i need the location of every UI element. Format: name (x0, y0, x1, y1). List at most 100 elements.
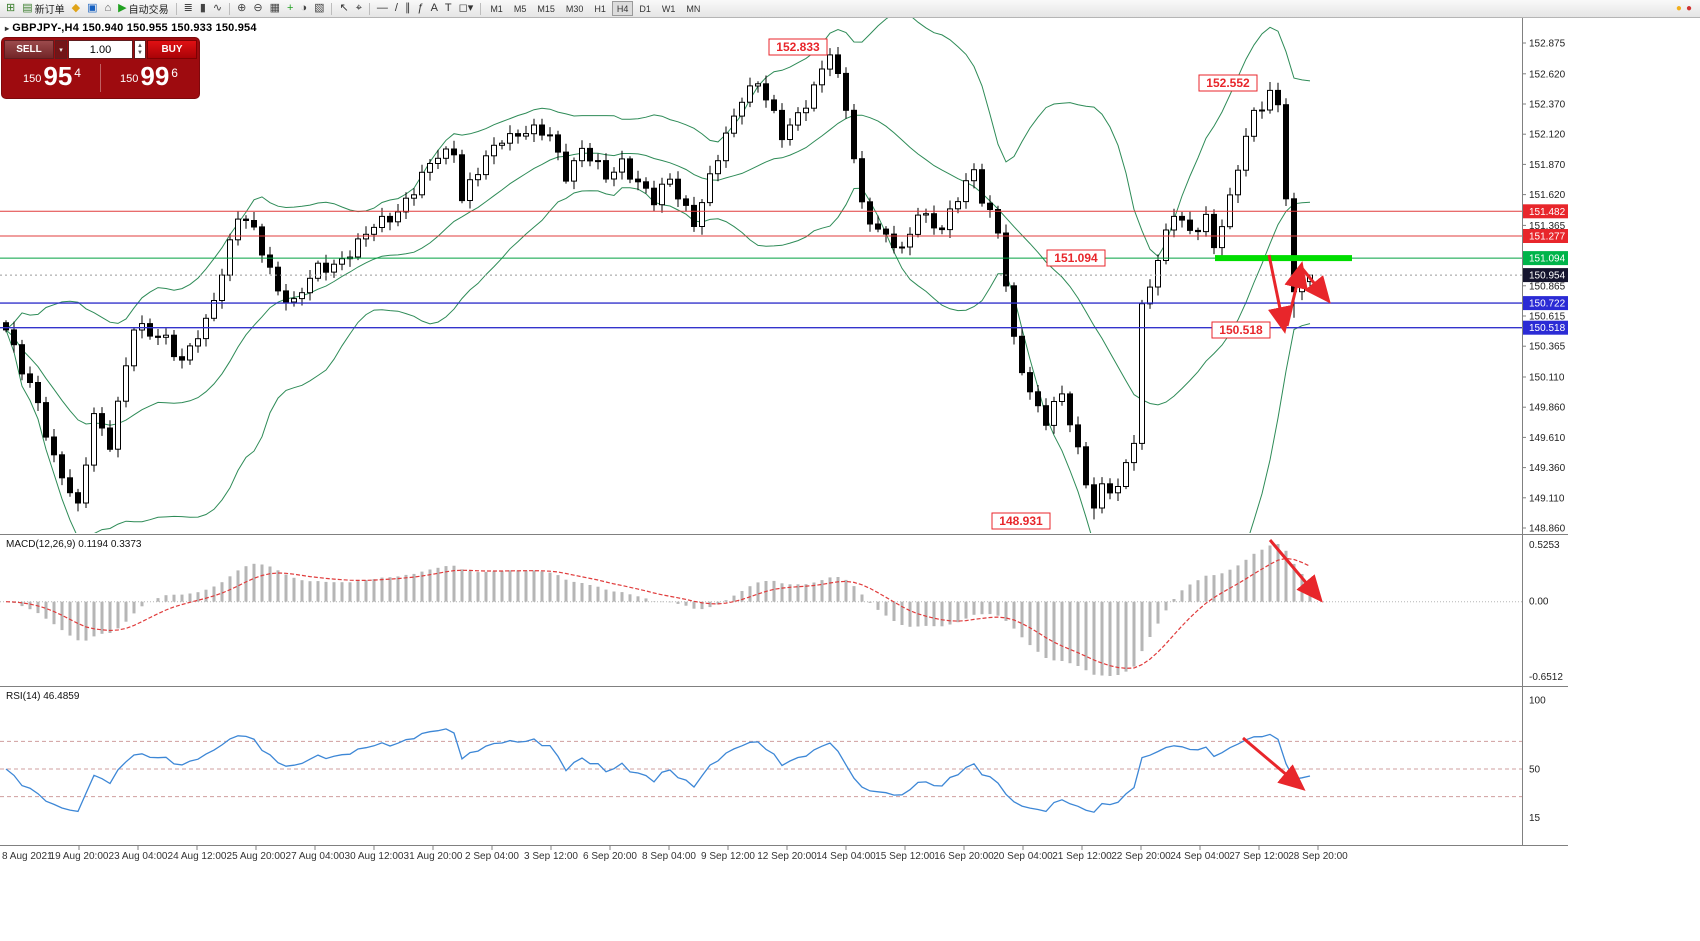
timeframe-m30-button[interactable]: M30 (561, 1, 589, 16)
callout-text: 150.518 (1219, 323, 1263, 337)
candle (1267, 89, 1273, 111)
time-label: 28 Sep 20:00 (1288, 851, 1348, 862)
label-tool-button[interactable]: A (428, 1, 441, 17)
label-tool-icon: A (430, 2, 438, 14)
timeframe-h4-button[interactable]: H4 (611, 1, 634, 16)
candle (115, 400, 121, 450)
sell-button[interactable]: SELL (4, 40, 54, 59)
callout-box[interactable] (991, 512, 1051, 530)
new-chart-button[interactable]: ⊞ (3, 1, 18, 17)
new-order-button[interactable]: ▤ 新订单 (19, 1, 67, 17)
fibonacci-tool-icon: ƒ (417, 2, 424, 14)
tile-windows-button[interactable]: ▦ (267, 1, 283, 17)
autotrade-label: 自动交易 (128, 5, 169, 16)
periods-button[interactable]: ◑ (297, 1, 310, 17)
cursor-tool-button[interactable]: ↖ (336, 1, 351, 17)
candle (515, 133, 521, 137)
trend-arrow[interactable] (1267, 254, 1292, 334)
volume-input[interactable] (68, 40, 133, 59)
volume-spinner[interactable]: ▲ ▼ (134, 40, 146, 59)
candle (1219, 226, 1225, 249)
shapes-tool-icon: ◻▾ (458, 2, 474, 14)
price-tick-label: 152.620 (1529, 69, 1566, 80)
crosshair-tool-button[interactable]: ⌖ (353, 1, 365, 17)
candle (691, 204, 697, 227)
volume-dropdown-icon[interactable]: ▾ (55, 40, 67, 59)
candle (899, 246, 905, 249)
candle (675, 178, 681, 200)
candle (1035, 391, 1041, 407)
callout-box[interactable] (1046, 249, 1106, 267)
candle (227, 239, 233, 276)
trend-arrow[interactable] (1268, 539, 1323, 603)
trend-arrow[interactable] (1242, 736, 1306, 791)
candle (1243, 135, 1249, 171)
price-tick-label: 151.870 (1529, 160, 1566, 171)
trend-arrow[interactable] (1284, 261, 1308, 327)
data-window-button[interactable]: ▣ (84, 1, 100, 17)
rsi-scale-label: 50 (1529, 765, 1541, 776)
navigator-icon: ⌂ (104, 2, 112, 14)
candle (195, 338, 201, 347)
candle (651, 187, 657, 206)
autotrade-button[interactable]: ▶ 自动交易 (115, 1, 171, 17)
candle (283, 290, 289, 303)
text-tool-button[interactable]: T (442, 1, 455, 17)
green-resistance-zone[interactable] (1215, 255, 1352, 262)
spinner-up-icon[interactable]: ▲ (137, 42, 143, 49)
chart-bars-button[interactable]: ≣ (181, 1, 196, 17)
price-tick-label: 152.120 (1529, 130, 1566, 141)
spinner-down-icon[interactable]: ▼ (137, 49, 143, 56)
timeframe-mn-button[interactable]: MN (681, 1, 705, 16)
new-chart-icon: ⊞ (6, 2, 16, 14)
timeframe-m5-button[interactable]: M5 (509, 1, 532, 16)
candle (155, 335, 161, 338)
timeframe-m15-button[interactable]: M15 (532, 1, 560, 16)
templates-button[interactable]: ▧ (311, 1, 327, 17)
bid-big-digits: 95 (43, 60, 73, 91)
bid-prefix: 150 (23, 73, 42, 86)
candle (1091, 484, 1097, 509)
community-status-icon[interactable]: ● (1675, 2, 1682, 14)
trend-arrow[interactable] (1299, 266, 1331, 304)
macd-scale-label: 0.5253 (1529, 540, 1560, 551)
callout-box[interactable] (1198, 74, 1258, 92)
new-order-icon: ▤ (22, 2, 33, 14)
chart-line-button[interactable]: ∿ (210, 1, 225, 17)
chart-candles-button[interactable]: ▮ (197, 1, 209, 17)
zoom-out-button[interactable]: ⊖ (250, 1, 265, 17)
channel-tool-button[interactable]: ∥ (402, 1, 414, 17)
chart-window[interactable]: 152.833 152.552 151.094 150.518 148.931 152.8… (0, 18, 1568, 888)
timeframe-d1-button[interactable]: D1 (634, 1, 656, 16)
time-label: 6 Sep 20:00 (583, 851, 637, 862)
market-watch-button[interactable]: ◆ (69, 1, 83, 17)
callout-box[interactable] (768, 38, 828, 56)
horizontal-line-tool-button[interactable]: — (374, 1, 391, 17)
trend-arrows[interactable] (1242, 254, 1331, 791)
shapes-tool-button[interactable]: ◻▾ (456, 1, 477, 17)
connection-status-icon[interactable]: ● (1685, 2, 1692, 14)
candle (1099, 483, 1105, 509)
candle (243, 218, 249, 222)
zoom-in-button[interactable]: ⊕ (234, 1, 249, 17)
fibonacci-tool-button[interactable]: ƒ (414, 1, 426, 17)
candle (43, 402, 49, 438)
candle (1059, 393, 1065, 402)
timeframe-w1-button[interactable]: W1 (657, 1, 681, 16)
bid-price[interactable]: 150 95 4 (4, 60, 100, 91)
candle (331, 263, 337, 273)
timeframe-h1-button[interactable]: H1 (589, 1, 611, 16)
price-chart[interactable]: 152.833152.552151.094150.518148.931152.8… (0, 18, 1568, 865)
buy-button[interactable]: BUY (147, 40, 197, 59)
trendline-tool-button[interactable]: / (392, 1, 401, 17)
macd-panel (0, 544, 1522, 676)
timeframe-m1-button[interactable]: M1 (485, 1, 508, 16)
navigator-button[interactable]: ⌂ (102, 1, 115, 17)
candle (203, 317, 209, 340)
indicators-add-button[interactable]: + (284, 1, 296, 17)
ask-price[interactable]: 150 99 6 (101, 63, 197, 90)
candle (1155, 260, 1161, 288)
candle (779, 109, 785, 141)
toolbar: ⊞ ▤ 新订单 ◆ ▣ ⌂ ▶ 自动交易 ≣ ▮ ∿ ⊕ ⊖ ▦ + ◑ ▧ ↖ ⌖ — / ∥ ƒ A T ◻▾ M1 M5 M15 M… (0, 0, 1700, 18)
price-callouts[interactable]: 152.833 152.552 151.094 150.518 148.931 (768, 38, 1271, 530)
